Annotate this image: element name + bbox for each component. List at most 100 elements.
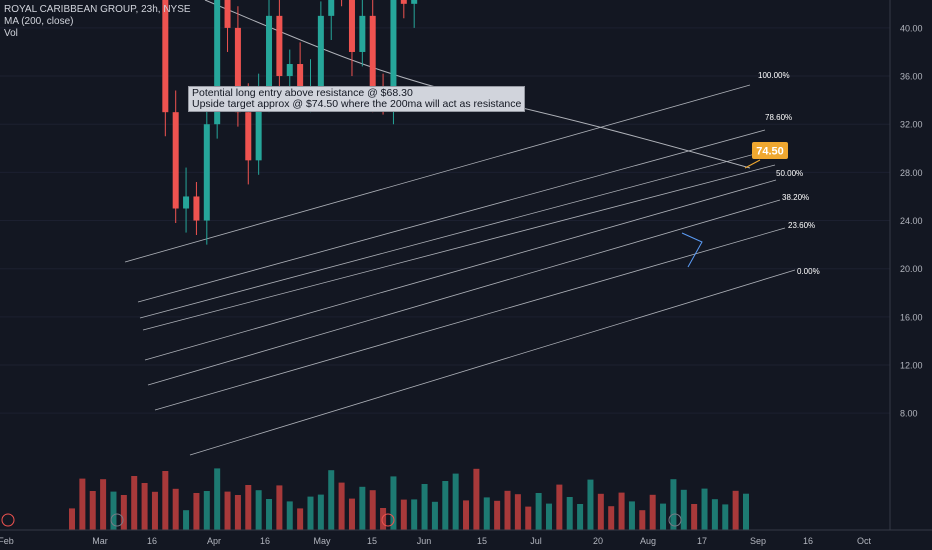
volume-bar (89, 491, 96, 530)
price-tick-label: 20.00 (900, 264, 923, 274)
candle-body (183, 196, 190, 209)
volume-bar (203, 491, 210, 530)
volume-bar (577, 504, 584, 530)
price-tick-label: 40.00 (900, 23, 923, 33)
price-tick-label: 36.00 (900, 72, 923, 82)
time-tick-label: Jul (530, 536, 542, 546)
channel-line (137, 129, 766, 303)
volume-bar (556, 484, 563, 530)
volume-bar (628, 501, 635, 530)
candle-body (317, 15, 324, 89)
trade-note-line-1: Potential long entry above resistance @ … (192, 87, 413, 99)
target-pointer (744, 159, 761, 169)
price-axis-background (890, 0, 932, 530)
volume-bar (120, 495, 127, 530)
volume-bar (266, 499, 273, 530)
volume-bar (566, 497, 573, 530)
channel-line (124, 84, 751, 263)
volume-bar (701, 488, 708, 530)
event-marker (668, 513, 682, 527)
time-tick-label: Feb (0, 536, 14, 546)
volume-bar (680, 489, 687, 530)
price-tick-label: 16.00 (900, 312, 923, 322)
price-axis[interactable]: 104.00100.0096.0092.0088.0084.0080.0076.… (889, 0, 932, 530)
time-axis[interactable]: Feb Mar 16 Apr 16 May 15 Jun 15 Jul 20 Aug 17 Sep 16 Oc… (0, 529, 932, 550)
volume-bar (234, 495, 241, 530)
volume-bar (183, 510, 190, 530)
time-tick-label: 15 (367, 536, 377, 546)
volume-bar (649, 494, 656, 530)
volume-bar (525, 506, 532, 530)
channel-level-label: 100.00% (758, 71, 790, 80)
volume-bar (390, 476, 397, 530)
candle-body (348, 0, 355, 52)
channel-level-label: 50.00% (776, 169, 803, 178)
candle-body (359, 15, 366, 52)
trade-note[interactable]: Potential long entry above resistance @ … (188, 86, 526, 112)
time-tick-label: 20 (593, 536, 603, 546)
volume-bar (597, 493, 604, 530)
volume-bar (691, 504, 698, 530)
volume-bar (463, 500, 470, 530)
trade-note-line-2: Upside target approx @ $74.50 where the … (192, 98, 522, 110)
channel-line (189, 269, 796, 456)
candle-body (411, 0, 418, 4)
channel-level-label: 78.60% (765, 113, 792, 122)
volume-bar (141, 483, 148, 530)
channel-line (154, 227, 786, 411)
time-axis-background (0, 530, 932, 550)
candle-body (286, 64, 293, 77)
channel-line (139, 149, 771, 319)
candle-body (162, 0, 169, 113)
volume-bar (151, 491, 158, 530)
volume-bar (297, 508, 304, 530)
time-tick-label: Mar (92, 536, 108, 546)
triangle-pattern (681, 232, 703, 268)
volume-bar (494, 500, 501, 530)
price-tick-label: 24.00 (900, 216, 923, 226)
event-marker (1, 513, 15, 527)
volume-bar (400, 499, 407, 530)
volume-bar (245, 485, 252, 530)
volume-bar (380, 508, 387, 530)
candle-body (245, 112, 252, 161)
event-marker (110, 513, 124, 527)
volume-bar (587, 479, 594, 530)
channel-level-label: 0.00% (797, 267, 820, 276)
volume-bar (618, 492, 625, 530)
volume-bar (224, 491, 231, 530)
candle-body (297, 64, 304, 89)
channel-line (144, 179, 777, 361)
volume-bar (545, 503, 552, 530)
time-tick-label: Aug (640, 536, 656, 546)
legend-symbol: ROYAL CARIBBEAN GROUP, 23h, NYSE (4, 4, 191, 15)
annotations: 74.50 (1, 142, 788, 527)
time-tick-label: Sep (750, 536, 766, 546)
candle-body (193, 196, 200, 221)
target-badge (752, 142, 788, 159)
volume-bar (608, 506, 615, 530)
candle-body (400, 0, 407, 4)
volume-bar (69, 508, 75, 530)
volume-bar (286, 501, 293, 530)
volume-bar (307, 496, 314, 530)
volume-bar (100, 479, 107, 530)
candle-body (369, 15, 376, 89)
price-tick-label: 28.00 (900, 168, 923, 178)
candle-body (328, 0, 335, 16)
volume-bar (369, 490, 376, 530)
time-tick-label: Jun (417, 536, 432, 546)
volume-bar (431, 501, 438, 530)
volume-bar (732, 490, 739, 530)
channel-line (142, 164, 776, 331)
volume-bar (214, 468, 221, 530)
volume-bars (69, 468, 749, 530)
volume-bar (317, 494, 324, 530)
volume-bar (110, 491, 117, 530)
price-tick-label: 12.00 (900, 361, 923, 371)
time-tick-label: Apr (207, 536, 221, 546)
volume-bar (338, 482, 345, 530)
volume-bar (514, 494, 521, 530)
price-tick-label: 32.00 (900, 120, 923, 130)
